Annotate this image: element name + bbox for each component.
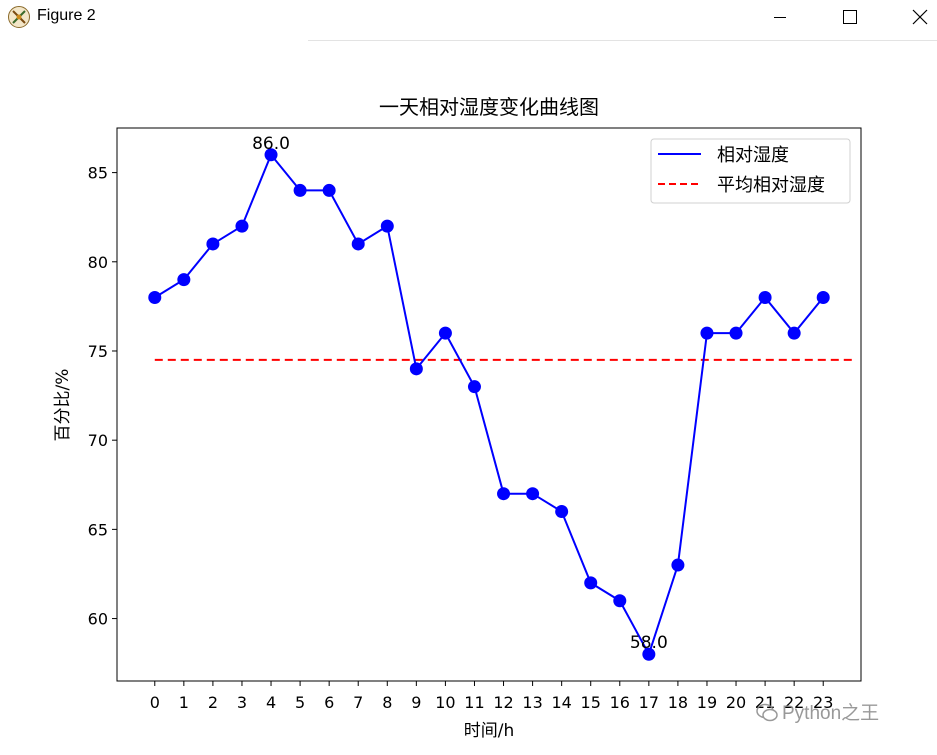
humidity-point (264, 148, 278, 162)
chart-title: 一天相对湿度变化曲线图 (379, 95, 599, 119)
humidity-point (206, 237, 220, 251)
minimize-icon (774, 17, 786, 18)
maximize-icon (843, 10, 857, 24)
y-axis-label: 百分比/% (53, 369, 73, 442)
x-axis-label: 时间/h (464, 721, 515, 741)
window-title: Figure 2 (37, 7, 96, 24)
y-tick-label: 70 (88, 431, 108, 450)
x-tick-label: 10 (435, 693, 455, 712)
x-tick-label: 21 (755, 693, 775, 712)
y-tick-label: 85 (88, 164, 108, 183)
x-tick-label: 5 (295, 693, 305, 712)
x-tick-label: 4 (266, 693, 276, 712)
title-bar: Figure 2 (0, 0, 937, 36)
x-tick-label: 3 (237, 693, 247, 712)
x-tick-label: 12 (493, 693, 513, 712)
humidity-point (700, 326, 714, 340)
humidity-point (235, 219, 249, 233)
title-bar-divider (308, 40, 937, 41)
humidity-point (642, 647, 656, 661)
x-tick-label: 16 (610, 693, 630, 712)
humidity-point (438, 326, 452, 340)
legend: 相对湿度 平均相对湿度 (650, 138, 851, 204)
y-tick-label: 65 (88, 520, 108, 539)
x-tick-label: 2 (208, 693, 218, 712)
y-tick-label: 80 (88, 253, 108, 272)
data-annotation: 86.0 (252, 134, 290, 154)
minimize-button[interactable] (757, 0, 803, 34)
x-tick-label: 9 (411, 693, 421, 712)
x-tick-label: 17 (639, 693, 659, 712)
humidity-point (758, 290, 772, 304)
humidity-point (177, 273, 191, 287)
x-tick-label: 18 (668, 693, 688, 712)
x-tick-label: 20 (726, 693, 746, 712)
humidity-point (613, 594, 627, 608)
watermark: Python之王 (756, 698, 879, 725)
humidity-point (671, 558, 685, 572)
humidity-point (293, 183, 307, 197)
close-icon (912, 9, 928, 25)
x-tick-label: 6 (324, 693, 334, 712)
humidity-point (148, 290, 162, 304)
humidity-point (816, 290, 830, 304)
humidity-point (351, 237, 365, 251)
humidity-point (380, 219, 394, 233)
humidity-point (787, 326, 801, 340)
x-tick-label: 22 (784, 693, 804, 712)
x-tick-label: 0 (150, 693, 160, 712)
maximize-button[interactable] (827, 0, 873, 34)
x-tick-label: 13 (522, 693, 542, 712)
x-tick-label: 14 (551, 693, 571, 712)
humidity-point (409, 362, 423, 376)
y-tick-label: 60 (88, 610, 108, 629)
x-tick-label: 7 (353, 693, 363, 712)
close-button[interactable] (897, 0, 937, 34)
humidity-point (467, 380, 481, 394)
x-tick-label: 8 (382, 693, 392, 712)
plot-area (116, 127, 862, 682)
humidity-point (555, 505, 569, 519)
y-tick-label: 75 (88, 342, 108, 361)
legend-label-humidity: 相对湿度 (717, 145, 789, 166)
x-tick-label: 23 (813, 693, 833, 712)
humidity-point (584, 576, 598, 590)
app-icon (8, 6, 30, 28)
wechat-icon (756, 703, 778, 721)
legend-label-average: 平均相对湿度 (717, 175, 825, 196)
x-tick-label: 1 (179, 693, 189, 712)
humidity-point (526, 487, 540, 501)
watermark-text: Python之王 (782, 703, 880, 724)
x-tick-label: 11 (464, 693, 484, 712)
humidity-point (497, 487, 511, 501)
x-tick-label: 19 (697, 693, 717, 712)
humidity-point (729, 326, 743, 340)
x-tick-label: 15 (581, 693, 601, 712)
data-annotation: 58.0 (630, 633, 668, 653)
humidity-point (322, 183, 336, 197)
